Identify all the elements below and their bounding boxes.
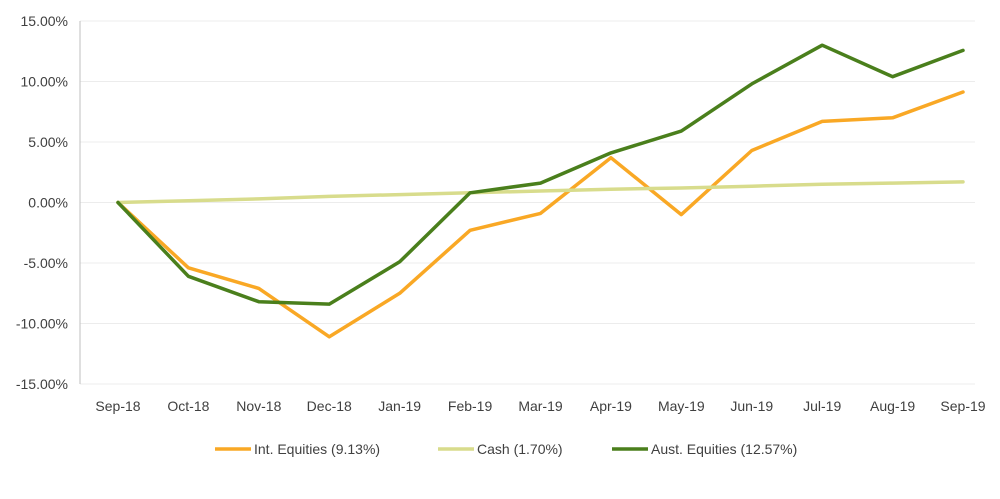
x-tick-label: Apr-19 (590, 398, 632, 414)
y-tick-label: 0.00% (28, 195, 68, 211)
y-tick-label: -10.00% (16, 316, 68, 332)
x-tick-label: Oct-18 (167, 398, 209, 414)
x-tick-label: Jul-19 (803, 398, 841, 414)
x-tick-label: Sep-19 (940, 398, 985, 414)
x-tick-label: Dec-18 (307, 398, 352, 414)
legend-label: Int. Equities (9.13%) (254, 441, 380, 457)
legend: Int. Equities (9.13%) Cash (1.70%) Aust. E… (215, 441, 797, 457)
y-axis-tick-labels: 15.00% 10.00% 5.00% 0.00% -5.00% -10.00% -15.0… (16, 13, 68, 392)
legend-label: Aust. Equities (12.57%) (651, 441, 797, 457)
x-tick-label: Mar-19 (518, 398, 563, 414)
y-tick-label: -5.00% (24, 255, 68, 271)
x-tick-label: Sep-18 (95, 398, 140, 414)
x-tick-label: Jun-19 (730, 398, 773, 414)
y-tick-label: -15.00% (16, 376, 68, 392)
series-line-2 (116, 43, 965, 306)
legend-label: Cash (1.70%) (477, 441, 563, 457)
y-tick-label: 10.00% (21, 74, 68, 90)
gridlines (80, 20, 975, 385)
series-line-1 (116, 180, 965, 205)
x-tick-label: Aug-19 (870, 398, 915, 414)
data-series (116, 43, 965, 339)
x-tick-label: Nov-18 (236, 398, 281, 414)
x-tick-label: May-19 (658, 398, 705, 414)
y-tick-label: 5.00% (28, 134, 68, 150)
x-tick-label: Feb-19 (448, 398, 493, 414)
series-line-0 (116, 90, 965, 339)
x-axis-tick-labels: Sep-18 Oct-18 Nov-18 Dec-18 Jan-19 Feb-19 Mar-… (95, 398, 985, 414)
x-tick-label: Jan-19 (378, 398, 421, 414)
y-tick-label: 15.00% (21, 13, 68, 29)
